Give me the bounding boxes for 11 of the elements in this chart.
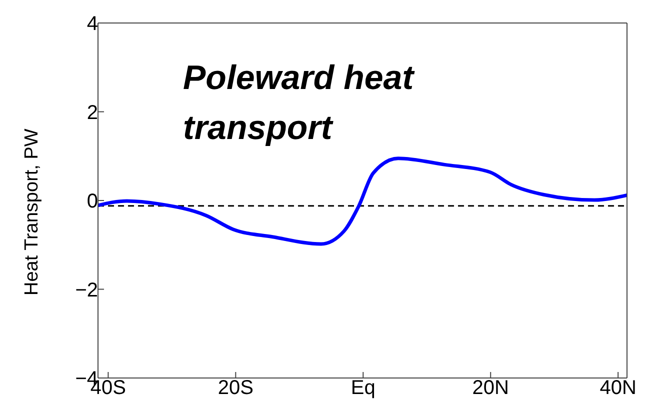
y-tick-label: −2 (75, 279, 98, 302)
annotation: Poleward heat transport (183, 58, 416, 149)
x-tick-label: 40N (600, 377, 636, 400)
y-axis-title: Heat Transport, PW (22, 128, 43, 296)
x-tick-label: 20N (472, 377, 509, 400)
x-tick-label: Eq (350, 377, 376, 400)
y-tick-label: 0 (86, 190, 98, 213)
x-tick-label: 20S (218, 377, 254, 400)
line-series (98, 156, 627, 246)
y-tick-label: 2 (86, 102, 98, 124)
y-tick-label: 4 (86, 13, 98, 36)
